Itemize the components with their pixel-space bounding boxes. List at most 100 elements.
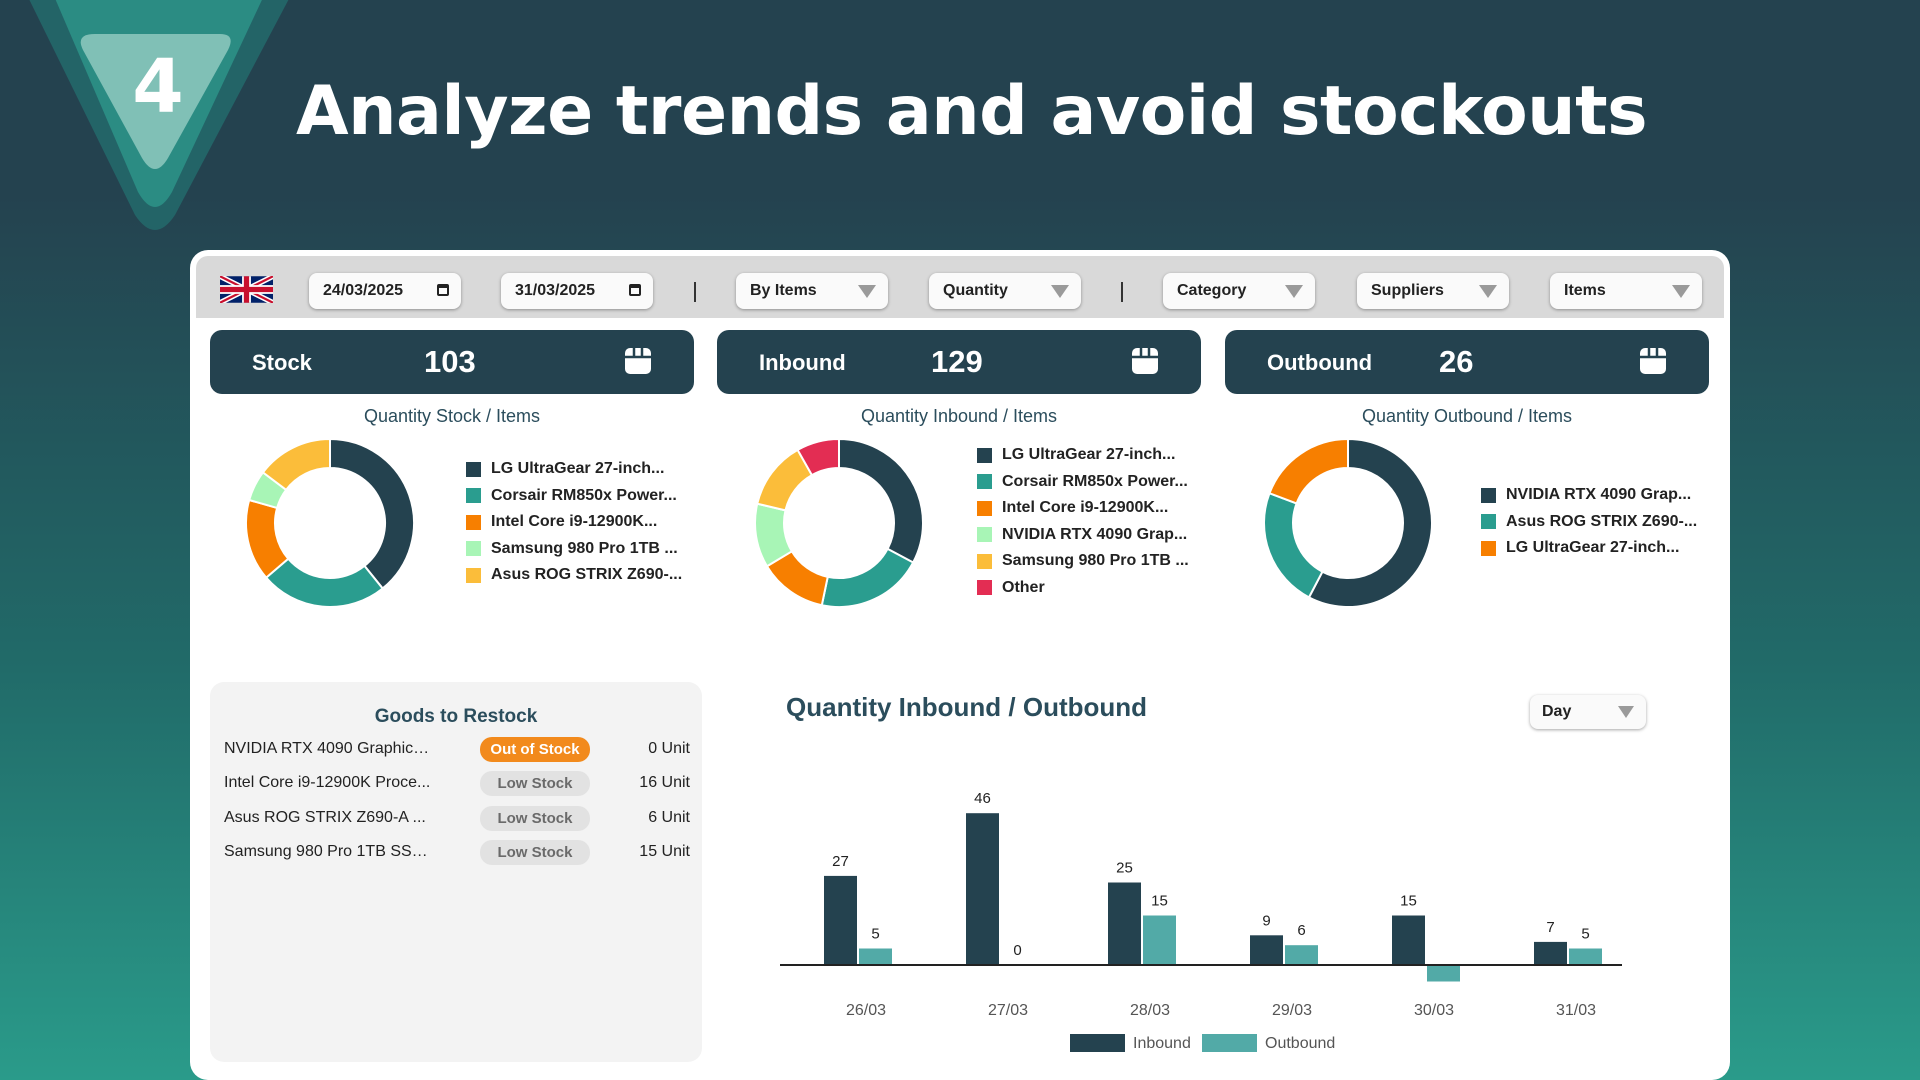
- restock-item-name: Samsung 980 Pro 1TB SSD...: [224, 843, 434, 860]
- restock-quantity: 6 Unit: [648, 809, 690, 826]
- legend-swatch: [977, 553, 992, 569]
- bar-value-label: 15: [1400, 893, 1417, 910]
- granularity-select[interactable]: Day: [1530, 695, 1646, 729]
- filter-icon: [1285, 285, 1303, 298]
- legend-item[interactable]: NVIDIA RTX 4090 Grap...: [1481, 482, 1697, 509]
- restock-item-name: NVIDIA RTX 4090 Graphics...: [224, 740, 434, 757]
- legend-swatch: [977, 580, 992, 596]
- bar-value-label: 6: [1297, 922, 1305, 939]
- inbound-outbound-bar-chart: 27 5 26/03 46 0 27/03 25 15 28/03 9 6 29/03 15 30/03 7…: [780, 790, 1622, 1052]
- legend-item[interactable]: LG UltraGear 27-inch...: [466, 456, 682, 483]
- legend-item[interactable]: Corsair RM850x Power...: [466, 483, 682, 510]
- category-filter[interactable]: Category: [1163, 273, 1315, 309]
- toolbar-divider: [1121, 282, 1123, 302]
- outbound-legend: NVIDIA RTX 4090 Grap... Asus ROG STRIX Z6…: [1481, 482, 1697, 562]
- x-tick-label: 29/03: [1272, 1002, 1312, 1019]
- donut-slice[interactable]: [796, 437, 840, 477]
- restock-row[interactable]: NVIDIA RTX 4090 Graphics... Out of Stock…: [224, 734, 690, 764]
- donut-slice[interactable]: [1307, 437, 1433, 608]
- inbound-bar[interactable]: [1250, 935, 1283, 965]
- x-tick-label: 28/03: [1130, 1002, 1170, 1019]
- measure-value: Quantity: [943, 282, 1008, 299]
- stock-legend: LG UltraGear 27-inch... Corsair RM850x Po…: [466, 456, 682, 589]
- legend-label: LG UltraGear 27-inch...: [1506, 539, 1680, 557]
- bar-value-label: 15: [1151, 893, 1168, 910]
- suppliers-filter[interactable]: Suppliers: [1357, 273, 1509, 309]
- outbound-bar[interactable]: [859, 948, 892, 966]
- group-by-value: By Items: [750, 282, 817, 299]
- legend-swatch: [1481, 540, 1496, 556]
- restock-row[interactable]: Intel Core i9-12900K Proce... Low Stock …: [224, 768, 690, 798]
- legend-item[interactable]: Corsair RM850x Power...: [977, 469, 1189, 496]
- calendar-icon: [437, 284, 449, 296]
- legend-swatch: [1202, 1034, 1257, 1052]
- donut-slice[interactable]: [1263, 491, 1324, 599]
- legend-label: NVIDIA RTX 4090 Grap...: [1506, 486, 1692, 504]
- restock-quantity: 16 Unit: [639, 774, 690, 791]
- status-badge: Low Stock: [480, 771, 590, 796]
- bar-value-label: 9: [1262, 912, 1270, 929]
- outbound-bar[interactable]: [1427, 965, 1460, 982]
- legend-swatch: [977, 447, 992, 463]
- donut-slice[interactable]: [329, 437, 415, 590]
- outbound-bar[interactable]: [1569, 948, 1602, 966]
- date-from-input[interactable]: 24/03/2025: [309, 273, 461, 309]
- donut-slice[interactable]: [261, 437, 331, 492]
- bar-value-label: 5: [871, 926, 879, 943]
- filter-icon: [858, 285, 876, 298]
- inbound-bar[interactable]: [1534, 941, 1567, 965]
- legend-item[interactable]: Samsung 980 Pro 1TB ...: [466, 536, 682, 563]
- legend-item[interactable]: NVIDIA RTX 4090 Grap...: [977, 522, 1189, 549]
- donut-slice[interactable]: [1268, 437, 1349, 505]
- donut-slice[interactable]: [838, 437, 924, 564]
- legend-item[interactable]: Other: [977, 575, 1189, 602]
- legend-item[interactable]: LG UltraGear 27-inch...: [977, 442, 1189, 469]
- legend-label: LG UltraGear 27-inch...: [1002, 446, 1176, 464]
- legend-item[interactable]: LG UltraGear 27-inch...: [1481, 535, 1697, 562]
- donut-slice[interactable]: [820, 547, 915, 608]
- legend-item[interactable]: Asus ROG STRIX Z690-...: [1481, 509, 1697, 536]
- group-by-select[interactable]: By Items: [736, 273, 888, 309]
- status-badge: Low Stock: [480, 806, 590, 831]
- legend-label: Intel Core i9-12900K...: [491, 513, 658, 531]
- legend-swatch: [466, 461, 481, 477]
- legend-item[interactable]: Intel Core i9-12900K...: [977, 495, 1189, 522]
- outbound-bar[interactable]: [1143, 915, 1176, 966]
- restock-quantity: 15 Unit: [639, 843, 690, 860]
- inbound-bar[interactable]: [824, 875, 857, 965]
- legend-label: LG UltraGear 27-inch...: [491, 460, 665, 478]
- date-to-input[interactable]: 31/03/2025: [501, 273, 653, 309]
- status-badge: Low Stock: [480, 840, 590, 865]
- box-icon: [1640, 348, 1666, 374]
- legend-item[interactable]: Asus ROG STRIX Z690-...: [466, 562, 682, 589]
- legend-swatch: [977, 500, 992, 516]
- status-badge: Out of Stock: [480, 737, 590, 762]
- granularity-value: Day: [1542, 703, 1572, 720]
- inbound-bar[interactable]: [1392, 915, 1425, 966]
- legend-swatch: [466, 488, 481, 504]
- inbound-legend: LG UltraGear 27-inch... Corsair RM850x Po…: [977, 442, 1189, 601]
- legend-item[interactable]: Intel Core i9-12900K...: [466, 509, 682, 536]
- filter-icon: [1672, 285, 1690, 298]
- kpi-stock-card: Stock 103: [210, 330, 694, 394]
- restock-row[interactable]: Asus ROG STRIX Z690-A ... Low Stock 6 Un…: [224, 803, 690, 833]
- inbound-bar[interactable]: [966, 813, 999, 965]
- uk-flag-icon[interactable]: [220, 276, 273, 303]
- step-badge: 4: [0, 0, 320, 240]
- legend-swatch: [977, 474, 992, 490]
- donut-slice[interactable]: [264, 557, 385, 608]
- measure-select[interactable]: Quantity: [929, 273, 1081, 309]
- legend-label: Asus ROG STRIX Z690-...: [491, 566, 683, 584]
- restock-item-name: Asus ROG STRIX Z690-A ...: [224, 809, 426, 826]
- items-filter[interactable]: Items: [1550, 273, 1702, 309]
- outbound-bar[interactable]: [1285, 945, 1318, 965]
- legend-swatch: [1481, 487, 1496, 503]
- legend-item[interactable]: Samsung 980 Pro 1TB ...: [977, 548, 1189, 575]
- legend-swatch: [1481, 514, 1496, 530]
- kpi-label: Outbound: [1267, 350, 1373, 375]
- inbound-bar[interactable]: [1108, 882, 1141, 966]
- kpi-value: 103: [424, 344, 476, 379]
- kpi-value: 26: [1439, 344, 1474, 379]
- restock-row[interactable]: Samsung 980 Pro 1TB SSD... Low Stock 15 …: [224, 837, 690, 867]
- step-number: 4: [132, 44, 184, 130]
